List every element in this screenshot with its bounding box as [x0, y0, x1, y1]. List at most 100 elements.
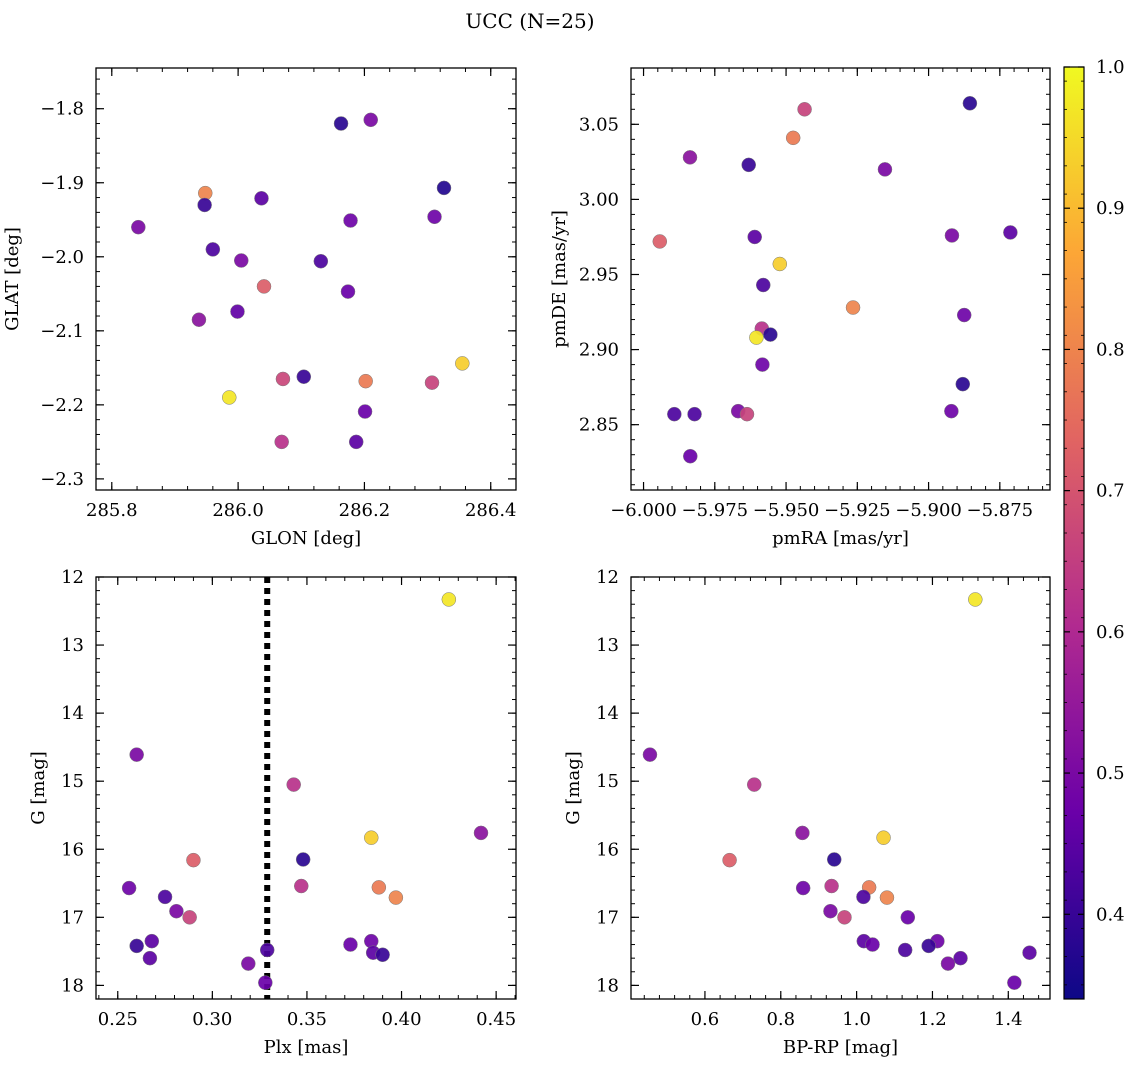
x-tick-label: 0.35 — [287, 1009, 327, 1030]
scatter-point — [371, 880, 387, 895]
scatter-point — [191, 312, 207, 327]
x-tick-label: −5.925 — [824, 500, 891, 521]
x-tick-label: −5.900 — [895, 500, 962, 521]
scatter-point — [363, 112, 378, 128]
scatter-point — [900, 910, 916, 925]
y-tick-label: 14 — [61, 703, 84, 724]
y-tick-label: 16 — [596, 839, 619, 860]
scatter-point — [340, 284, 356, 299]
y-tick-label: 13 — [61, 635, 84, 656]
scatter-point — [129, 747, 144, 762]
y-tick-label: 15 — [596, 771, 619, 792]
y-tick-label: 16 — [61, 839, 84, 860]
colorbar-tick-label: 0.5 — [1096, 763, 1125, 784]
scatter-point — [343, 937, 358, 952]
scatter-point — [795, 880, 811, 896]
colorbar-tick-label: 0.6 — [1096, 622, 1125, 643]
axes-frame — [630, 67, 1051, 491]
scatter-point — [642, 747, 658, 762]
x-axis-label: BP-RP [mag] — [783, 1037, 898, 1058]
scatter-point — [343, 213, 358, 228]
scatter-point — [313, 253, 329, 269]
x-tick-label: 0.45 — [476, 1009, 516, 1030]
scatter-point — [682, 150, 698, 165]
panel-pmra-pmde: −6.000 −5.975 −5.950 −5.925 −5.900 −5.875 2.85… — [549, 67, 1051, 549]
x-tick-label: 285.8 — [86, 500, 138, 521]
scatter-point — [364, 830, 379, 845]
panel-bprp-g: 0.6 0.8 1.0 1.2 1.4 12 13 14 15 16 17 18 BP-RP [mag]… — [563, 567, 1051, 1058]
y-tick-label: 2.90 — [579, 340, 619, 361]
scatter-point — [388, 890, 404, 905]
scatter-point — [375, 947, 390, 963]
colorbar: 0.4 0.5 0.6 0.7 0.8 0.9 1.0 — [1063, 57, 1125, 1000]
scatter-point — [1022, 945, 1037, 960]
y-tick-label: −2.3 — [40, 469, 84, 490]
scatter-points — [121, 592, 489, 990]
scatter-point — [182, 910, 197, 925]
scatter-point — [121, 880, 137, 896]
scatter-point — [953, 950, 968, 966]
scatter-point — [357, 404, 373, 419]
x-tick-label: 0.30 — [192, 1009, 232, 1030]
colorbar-tick-label: 1.0 — [1096, 57, 1125, 78]
scatter-point — [222, 390, 237, 405]
y-tick-label: −1.9 — [40, 173, 84, 194]
scatter-point — [259, 942, 275, 958]
scatter-point — [275, 371, 291, 387]
scatter-point — [747, 229, 762, 245]
scatter-point — [772, 256, 788, 272]
x-tick-label: 1.2 — [918, 1009, 947, 1030]
scatter-point — [441, 592, 457, 607]
scatter-points — [642, 592, 1037, 990]
y-tick-label: −1.8 — [40, 99, 84, 120]
scatter-point — [1003, 225, 1018, 240]
scatter-point — [824, 878, 839, 894]
scatter-point — [741, 157, 756, 173]
scatter-point — [944, 228, 960, 243]
scatter-point — [230, 304, 245, 319]
scatter-point — [205, 242, 221, 257]
scatter-point — [749, 330, 764, 345]
colorbar-tick-label: 0.7 — [1096, 481, 1125, 502]
scatter-point — [968, 592, 983, 607]
scatter-point — [722, 852, 737, 868]
scatter-point — [877, 162, 893, 177]
y-tick-label: 12 — [61, 567, 84, 588]
scatter-point — [797, 102, 812, 117]
scatter-point — [876, 830, 891, 845]
scatter-point — [294, 878, 309, 894]
y-tick-label: −2.1 — [40, 321, 84, 342]
axes-frame — [95, 576, 517, 1000]
x-tick-label: 286.0 — [212, 500, 264, 521]
scatter-point — [144, 933, 160, 949]
scatter-point — [739, 406, 755, 422]
x-axis-label: pmRA [mas/yr] — [772, 528, 909, 549]
scatter-point — [746, 777, 762, 792]
scatter-point — [296, 369, 312, 384]
y-tick-label: 2.95 — [579, 264, 619, 285]
scatter-point — [286, 777, 301, 792]
scatter-point — [956, 307, 972, 323]
y-axis-label: G [mag] — [563, 751, 584, 824]
x-tick-label: −5.875 — [967, 500, 1034, 521]
scatter-point — [683, 448, 698, 464]
scatter-point — [962, 96, 978, 111]
scatter-point — [944, 403, 959, 419]
x-axis-label: GLON [deg] — [251, 528, 361, 549]
y-tick-label: 13 — [596, 635, 619, 656]
y-axis-label: GLAT [deg] — [2, 227, 23, 331]
y-tick-label: 3.00 — [579, 189, 619, 210]
scatter-point — [197, 197, 212, 213]
scatter-point — [473, 825, 489, 841]
figure-title: UCC (N=25) — [465, 9, 594, 33]
scatter-point — [186, 852, 201, 868]
scatter-point — [157, 889, 173, 905]
scatter-point — [129, 938, 144, 954]
y-tick-label: 15 — [61, 771, 84, 792]
x-axis-label: Plx [mas] — [264, 1037, 349, 1058]
x-tick-label: 286.2 — [339, 500, 391, 521]
y-tick-label: 17 — [61, 907, 84, 928]
scatter-point — [652, 234, 668, 249]
panel-glon-glat: 285.8 286.0 286.2 286.4 −2.3 −2.2 −2.1 −2.0 −1.9… — [2, 67, 517, 549]
